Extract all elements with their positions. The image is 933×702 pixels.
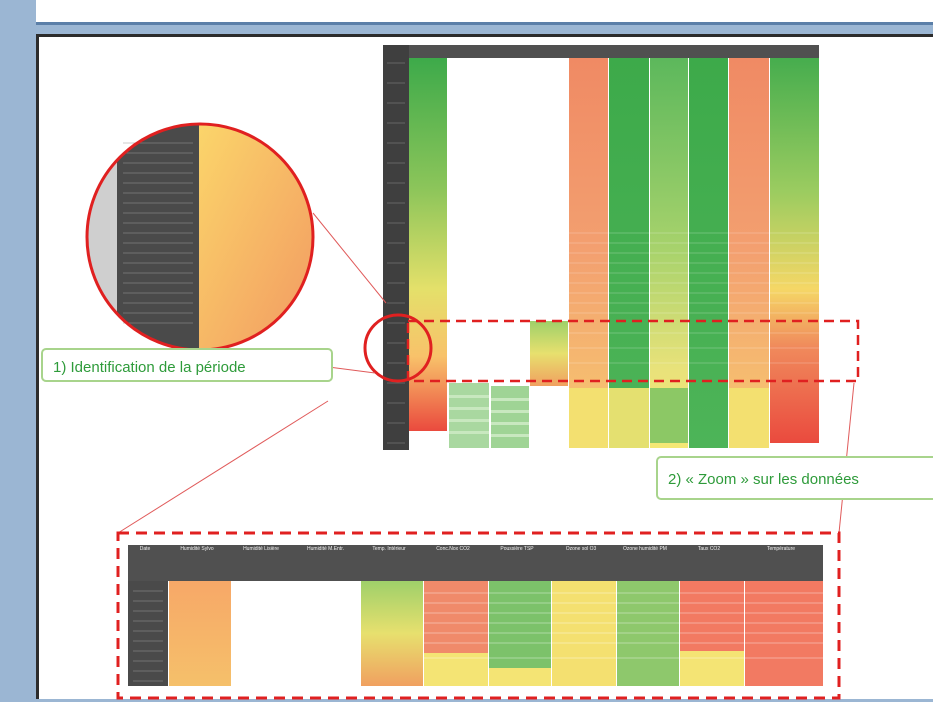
main-col-poussiere <box>609 58 649 448</box>
zoom-header-cell: Ozone sol O3 <box>565 546 597 552</box>
zoom-col-temperature <box>745 581 823 686</box>
main-col-temperature <box>770 58 819 443</box>
zoom-header-cell: Humidité M.Entr. <box>307 546 344 552</box>
main-header-row <box>409 45 819 58</box>
zoom-region-dashed-box <box>406 319 860 383</box>
zoom-table-dashed-box <box>116 531 841 700</box>
zoom-col-ozone-sol <box>552 581 616 686</box>
period-marker-circle <box>363 313 433 383</box>
main-col-humidite-mentr <box>491 386 529 448</box>
main-date-column <box>383 45 409 450</box>
zoom-header-cell: Humidité Sylvo <box>180 546 214 552</box>
zoom-header-cell: Poussière TSP <box>500 546 534 552</box>
zoom-row-stripes <box>424 592 823 659</box>
zoom-header-cell: Temp. Intérieur <box>372 546 406 552</box>
main-col-humidite-sylvo <box>409 58 447 431</box>
main-col-ozone-humidite <box>689 58 728 448</box>
main-row-stripes <box>569 232 819 364</box>
callout-identification-periode: 1) Identification de la période <box>41 348 333 382</box>
zoom-col-temp-interieur <box>361 581 423 686</box>
main-date-ticks <box>387 62 405 444</box>
main-col-temp-interieur <box>530 321 568 386</box>
zoom-header-cell: Température <box>766 546 796 552</box>
callout-zoom-donnees: 2) « Zoom » sur les données <box>656 456 933 500</box>
main-lower-yellow-blocks <box>569 388 769 448</box>
zoom-header-cell: Ozone humidité PM <box>623 546 667 552</box>
main-lower-green-blocks <box>609 388 688 448</box>
zoom-header-cell: Conc.Nox CO2 <box>436 546 470 552</box>
zoom-col-humidite-sylvo <box>169 581 231 686</box>
main-col-ozone-sol <box>650 58 688 448</box>
top-bar <box>36 0 933 25</box>
zoom-header-cell: Taux CO2 <box>697 546 721 552</box>
main-lisiere-bands <box>449 395 529 437</box>
zoom-header-cell: Date <box>139 546 151 552</box>
zoom-header-cell: Humidité Lisière <box>243 546 279 552</box>
zoom-date-column <box>128 581 168 686</box>
main-col-humidite-lisiere <box>449 383 489 448</box>
zoom-date-rows <box>133 590 163 682</box>
main-col-taux-co2 <box>729 58 769 448</box>
main-col-conc-nox <box>569 58 608 448</box>
zoom-lower-yellow <box>424 651 744 686</box>
zoom-col-ozone-humidite <box>617 581 679 686</box>
zoom-header-row <box>128 545 823 581</box>
